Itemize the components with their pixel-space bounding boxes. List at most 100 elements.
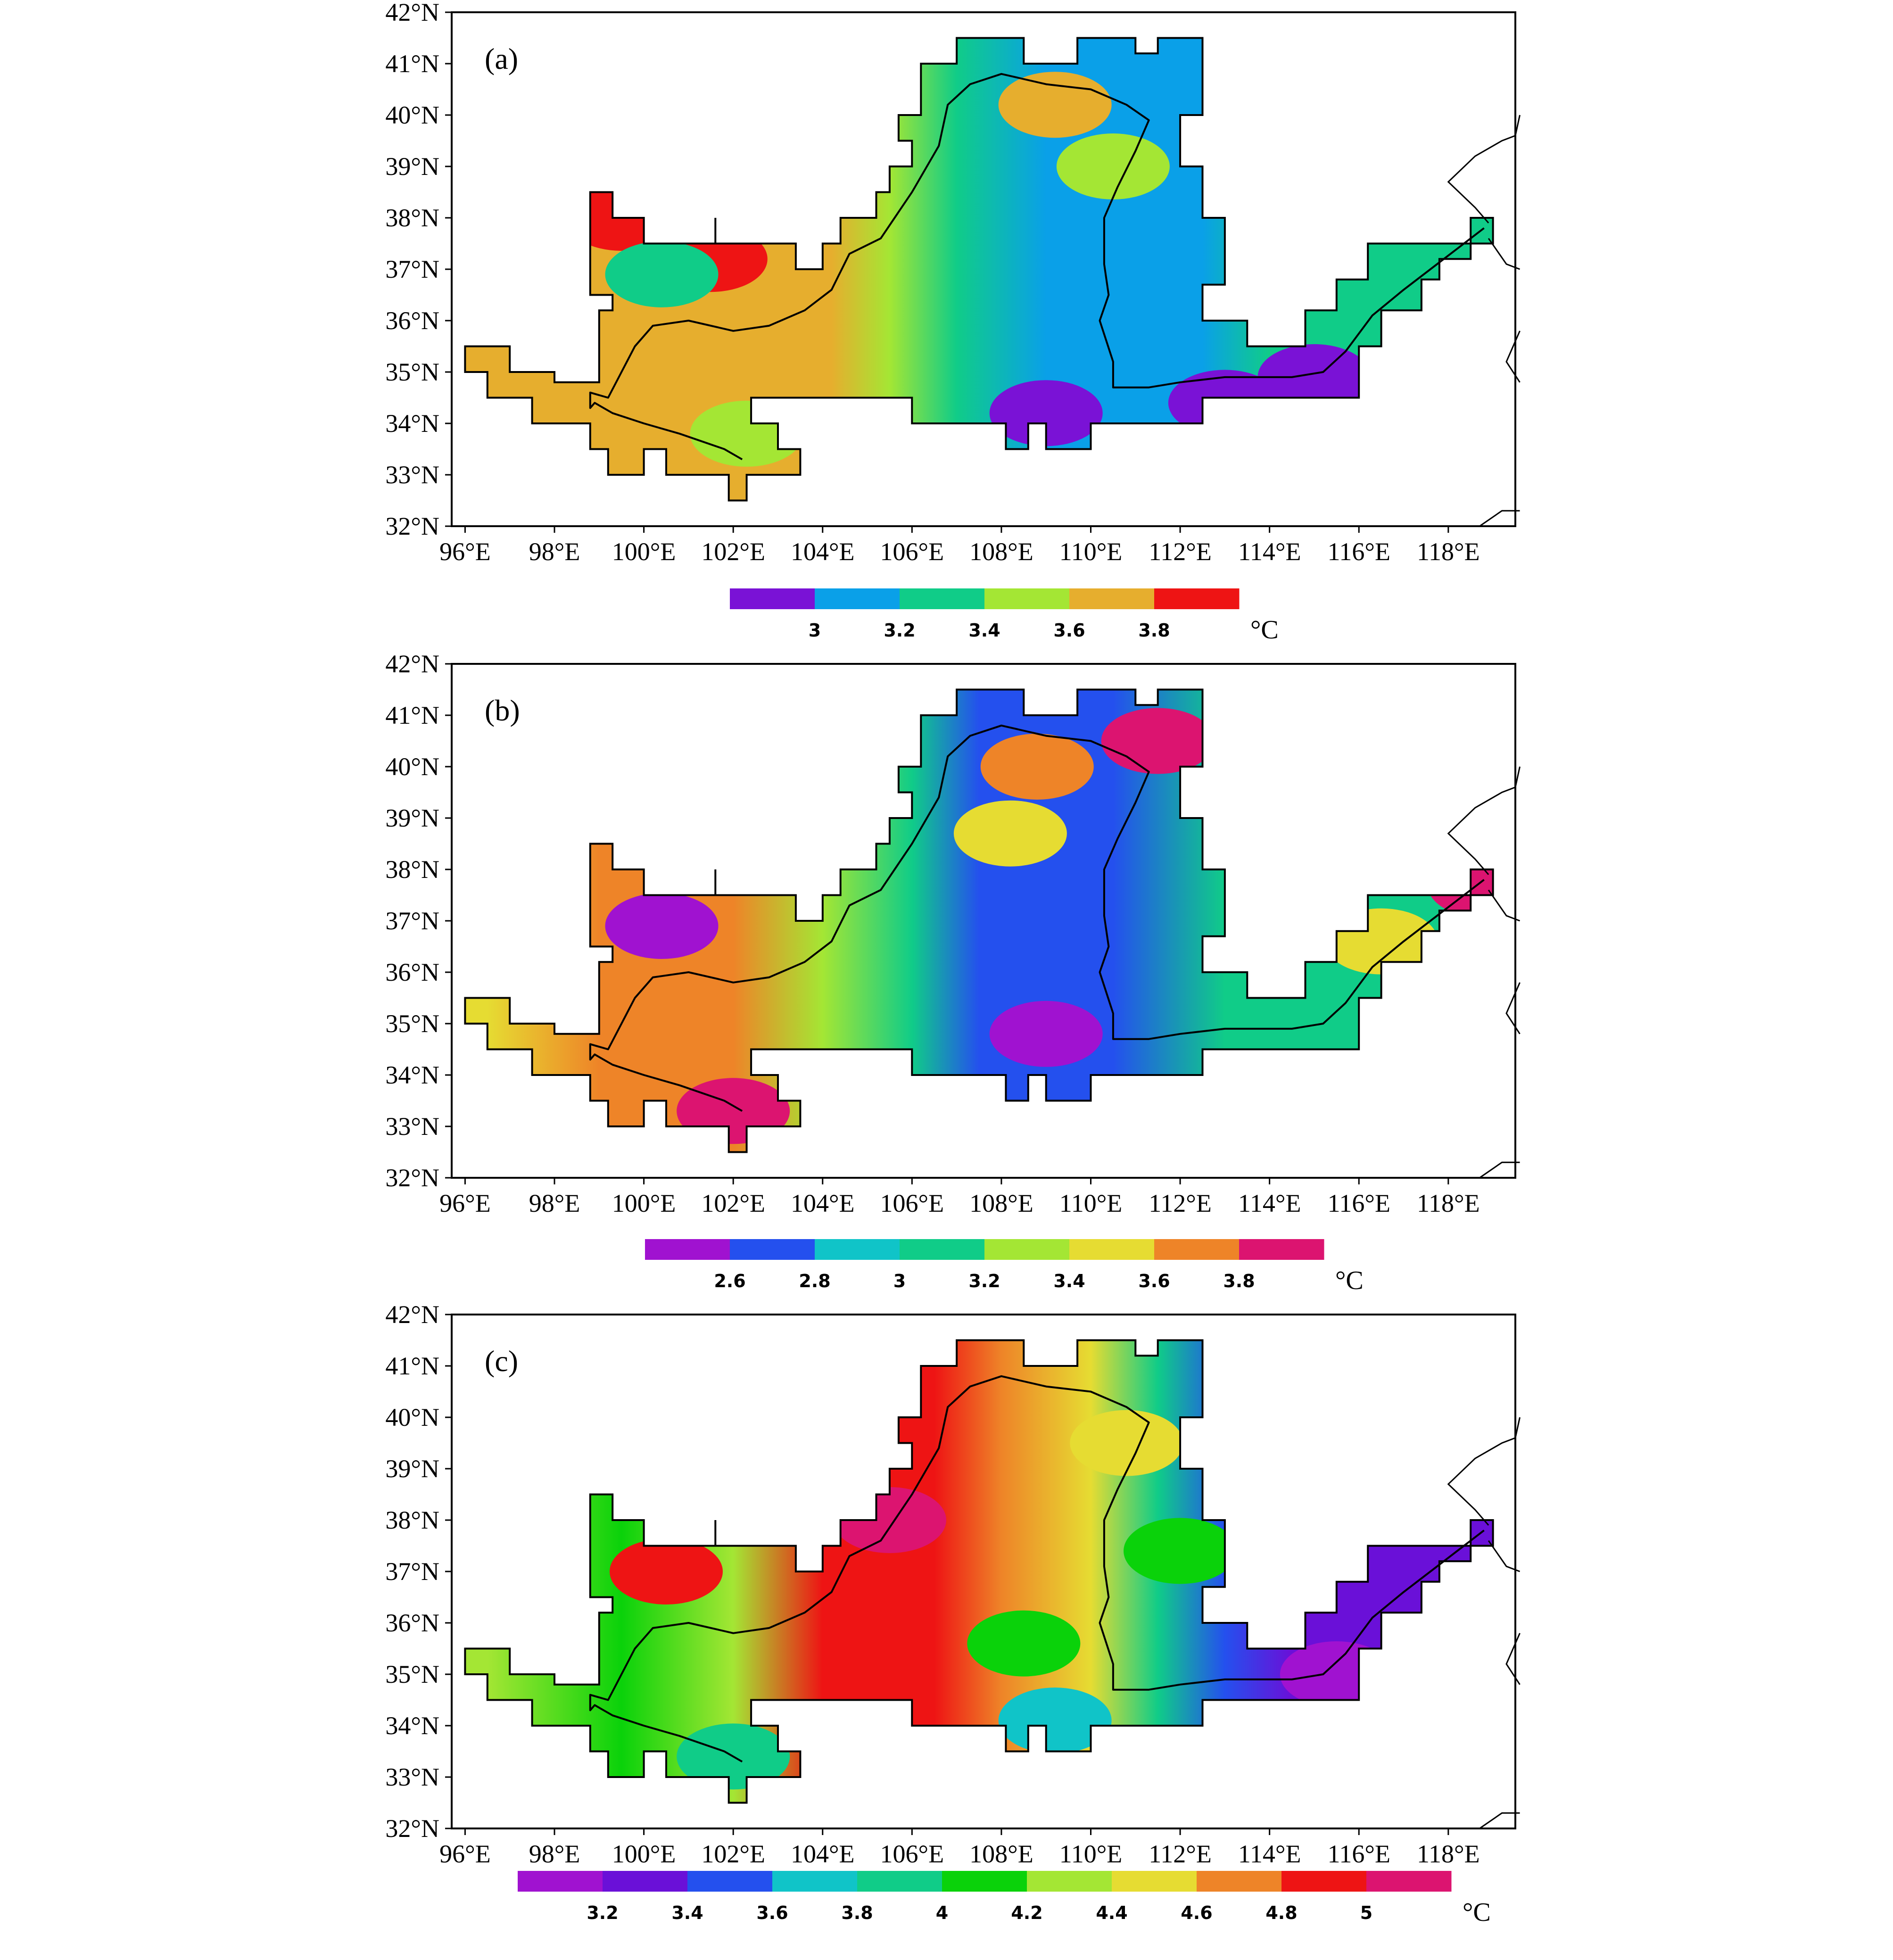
lon-tick-label: 96°E — [439, 1189, 491, 1217]
lat-tick-label: 35°N — [385, 358, 439, 386]
lon-tick-label: 112°E — [1149, 1189, 1212, 1217]
coastline — [1479, 510, 1520, 527]
field-patch — [1257, 344, 1371, 410]
colorbar-swatch — [1154, 588, 1240, 609]
colorbar-swatch — [984, 588, 1070, 609]
colorbar-tick-label: 3.6 — [1053, 620, 1085, 641]
lon-tick-label: 100°E — [612, 1840, 676, 1868]
lat-tick-label: 41°N — [385, 50, 439, 78]
colorbar-swatch — [1366, 1871, 1452, 1892]
lon-tick-label: 114°E — [1238, 1189, 1301, 1217]
panel-label: (b) — [485, 694, 520, 727]
lat-tick-label: 39°N — [385, 804, 439, 832]
lon-tick-label: 110°E — [1059, 1189, 1123, 1217]
unit-label: °C — [1250, 615, 1279, 645]
lat-tick-label: 32°N — [385, 1814, 439, 1843]
yellow-river-line — [589, 73, 1485, 461]
colorbar-swatch — [1112, 1871, 1197, 1892]
lon-tick-label: 118°E — [1417, 538, 1480, 566]
lat-tick-label: 34°N — [385, 409, 439, 438]
colorbar-swatch — [984, 1239, 1070, 1260]
lon-tick-label: 102°E — [701, 1189, 765, 1217]
field-patch — [1056, 133, 1170, 199]
field-patch — [998, 1687, 1112, 1754]
lon-tick-label: 102°E — [701, 1840, 765, 1868]
colorbar-tick-label: 3.2 — [587, 1902, 618, 1923]
lon-tick-label: 116°E — [1327, 1189, 1390, 1217]
lon-tick-label: 104°E — [791, 1840, 855, 1868]
yellow-river-line — [589, 1375, 1485, 1763]
colorbar-swatch — [687, 1871, 773, 1892]
lat-tick-label: 42°N — [385, 1300, 439, 1329]
field-patch — [953, 800, 1067, 867]
lat-tick-label: 42°N — [385, 650, 439, 678]
colorbar-tick-label: 3.2 — [968, 1271, 1000, 1291]
colorbar-swatch — [1027, 1871, 1112, 1892]
map-panel-a: (a) 32°N 33°N 34°N 35°N 36°N 37°N 38°N 39°N 40°N 4… — [385, 0, 1521, 645]
colorbar-swatch — [857, 1871, 942, 1892]
field-patch — [1124, 1518, 1237, 1584]
colorbar-swatch — [603, 1871, 688, 1892]
lat-tick-label: 37°N — [385, 255, 439, 283]
field-patch — [1101, 708, 1215, 774]
colorbar-swatch — [1197, 1871, 1282, 1892]
lon-tick-label: 108°E — [969, 1189, 1033, 1217]
field-patch — [609, 1538, 723, 1604]
colorbar-tick-label: 5 — [1360, 1902, 1372, 1923]
lat-tick-label: 37°N — [385, 1557, 439, 1586]
unit-label: °C — [1335, 1266, 1364, 1295]
colorbar-tick-label: 3.4 — [671, 1902, 703, 1923]
lon-tick-label: 110°E — [1059, 1840, 1123, 1868]
lon-tick-label: 112°E — [1149, 538, 1212, 566]
lon-tick-label: 102°E — [701, 538, 765, 566]
colorbar-tick-label: 3.8 — [1138, 620, 1170, 641]
colorbar: 3.2 3.4 3.6 3.8 4 4.2 4.4 4.6 4.8 5 °C — [518, 1871, 1491, 1927]
lat-tick-label: 40°N — [385, 101, 439, 129]
colorbar: 3 3.2 3.4 3.6 3.8 °C — [730, 588, 1279, 645]
lat-tick-label: 33°N — [385, 461, 439, 489]
field-patch — [998, 72, 1112, 138]
lon-tick-label: 118°E — [1417, 1840, 1480, 1868]
colorbar-tick-label: 3.6 — [756, 1902, 788, 1923]
lat-tick-label: 39°N — [385, 1455, 439, 1483]
loess-plateau-boundary — [464, 37, 1494, 502]
lat-tick-label: 42°N — [385, 0, 439, 26]
lat-tick-label: 33°N — [385, 1763, 439, 1791]
loess-plateau-boundary — [464, 1339, 1494, 1804]
colorbar: 2.6 2.8 3 3.2 3.4 3.6 3.8 °C — [645, 1239, 1364, 1295]
colorbar-swatch — [1069, 1239, 1155, 1260]
lon-tick-label: 114°E — [1238, 538, 1301, 566]
colorbar-tick-label: 2.8 — [799, 1271, 830, 1291]
field-patch — [989, 1001, 1103, 1067]
colorbar-tick-label: 3 — [809, 620, 821, 641]
lat-tick-label: 40°N — [385, 753, 439, 781]
colorbar-tick-label: 2.6 — [714, 1271, 745, 1291]
colorbar-swatch — [1281, 1871, 1367, 1892]
lon-tick-label: 108°E — [969, 1840, 1033, 1868]
colorbar-tick-label: 4.2 — [1011, 1902, 1042, 1923]
colorbar-tick-label: 3.2 — [884, 620, 915, 641]
field-patch — [605, 241, 719, 307]
panel-label: (c) — [485, 1344, 518, 1378]
colorbar-tick-label: 3.4 — [968, 620, 1000, 641]
unit-label: °C — [1463, 1898, 1491, 1927]
map-panel-b: (b) 32°N 33°N 34°N 35°N 36°N 37°N 38°N 39°N 40°N 4… — [385, 650, 1521, 1295]
colorbar-tick-label: 3 — [893, 1271, 906, 1291]
lat-tick-label: 36°N — [385, 958, 439, 986]
colorbar-swatch — [1239, 1239, 1324, 1260]
lon-tick-label: 98°E — [529, 1189, 580, 1217]
lat-tick-label: 34°N — [385, 1061, 439, 1089]
yellow-river-line — [589, 724, 1485, 1112]
colorbar-swatch — [518, 1871, 603, 1892]
lat-tick-label: 32°N — [385, 512, 439, 540]
colorbar-tick-label: 3.6 — [1138, 1271, 1170, 1291]
colorbar-tick-label: 3.8 — [841, 1902, 873, 1923]
lon-tick-label: 116°E — [1327, 1840, 1390, 1868]
lat-tick-label: 38°N — [385, 204, 439, 232]
panel-label: (a) — [485, 42, 518, 75]
field-patch — [1070, 1410, 1183, 1476]
lon-tick-label: 116°E — [1327, 538, 1390, 566]
lat-tick-label: 40°N — [385, 1403, 439, 1431]
lon-tick-label: 104°E — [791, 1189, 855, 1217]
lat-tick-label: 32°N — [385, 1164, 439, 1192]
